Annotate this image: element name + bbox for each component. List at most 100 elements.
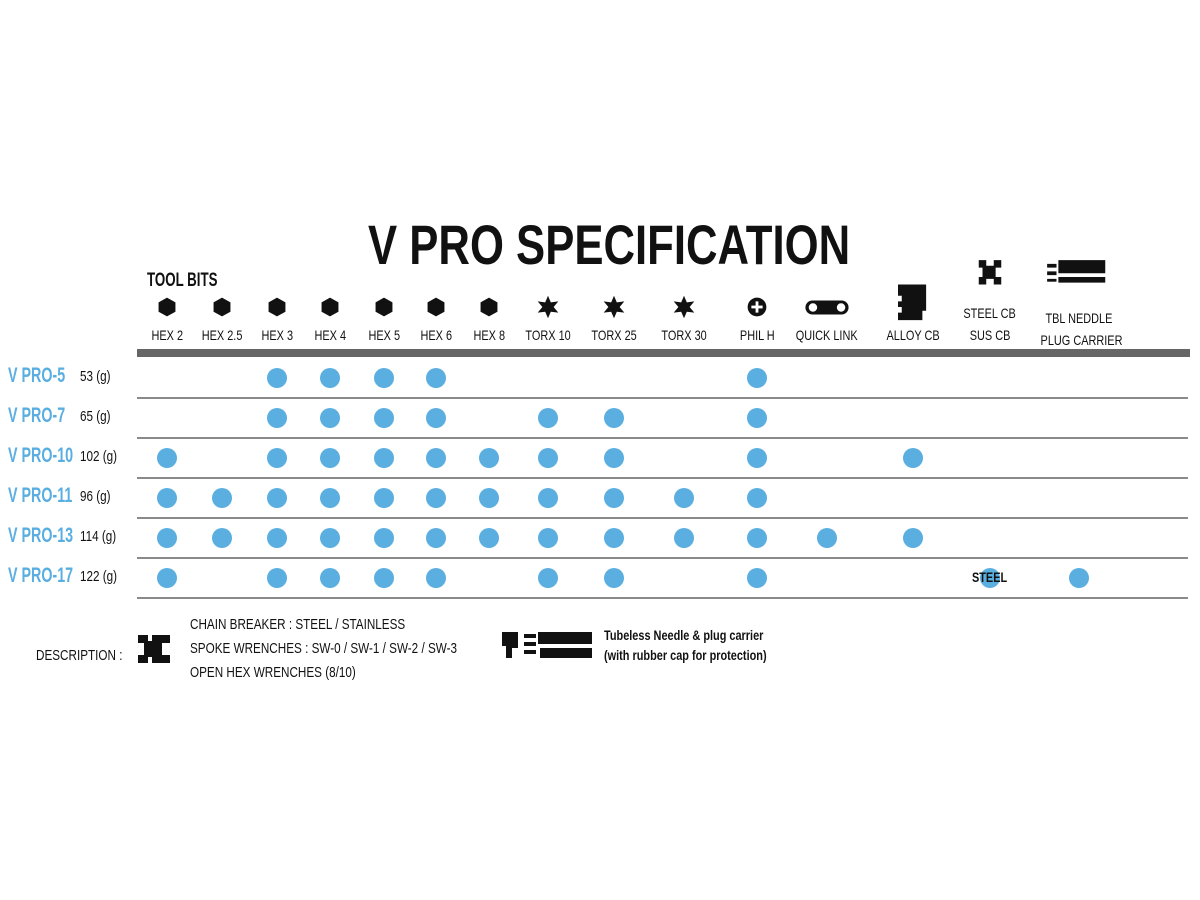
row-divider bbox=[137, 397, 1188, 399]
included-dot bbox=[374, 488, 394, 508]
model-weight: 122 (g) bbox=[80, 568, 118, 585]
included-dot bbox=[374, 408, 394, 428]
included-dot bbox=[320, 448, 340, 468]
hexagon-icon bbox=[427, 297, 445, 317]
included-dot bbox=[747, 408, 767, 428]
row-divider bbox=[137, 557, 1188, 559]
included-dot bbox=[604, 528, 624, 548]
model-name: V PRO-11 bbox=[8, 484, 73, 507]
model-name: V PRO-5 bbox=[8, 364, 66, 387]
phillips-icon bbox=[747, 297, 767, 317]
included-dot bbox=[374, 448, 394, 468]
quick-link-icon bbox=[805, 300, 849, 315]
hexagon-icon bbox=[321, 297, 339, 317]
included-dot bbox=[538, 528, 558, 548]
included-dot bbox=[426, 408, 446, 428]
included-dot bbox=[426, 528, 446, 548]
included-dot bbox=[604, 448, 624, 468]
included-dot bbox=[426, 568, 446, 588]
included-dot bbox=[157, 448, 177, 468]
included-dot bbox=[267, 488, 287, 508]
model-weight: 114 (g) bbox=[80, 528, 117, 545]
description-label: DESCRIPTION : bbox=[36, 647, 123, 664]
column-header-label: TORX 30 bbox=[661, 327, 707, 343]
row-divider bbox=[137, 437, 1188, 439]
chain-breaker-desc-3: OPEN HEX WRENCHES (8/10) bbox=[190, 664, 356, 681]
included-dot bbox=[320, 368, 340, 388]
hexagon-icon bbox=[213, 297, 231, 317]
column-header-label: PLUG CARRIER bbox=[1040, 332, 1123, 348]
row-divider bbox=[137, 517, 1188, 519]
included-dot bbox=[267, 568, 287, 588]
column-header-label: HEX 8 bbox=[473, 327, 505, 343]
included-dot bbox=[320, 568, 340, 588]
model-name: V PRO-13 bbox=[8, 524, 74, 547]
included-dot bbox=[980, 568, 1000, 588]
included-dot bbox=[320, 528, 340, 548]
column-header-label: TBL NEDDLE bbox=[1045, 310, 1113, 326]
included-dot bbox=[479, 448, 499, 468]
included-dot bbox=[267, 368, 287, 388]
included-dot bbox=[374, 528, 394, 548]
model-weight: 102 (g) bbox=[80, 448, 118, 465]
alloy-chain-breaker-icon bbox=[898, 284, 927, 321]
included-dot bbox=[479, 488, 499, 508]
included-dot bbox=[157, 488, 177, 508]
hexagon-icon bbox=[268, 297, 286, 317]
column-header-label: HEX 2.5 bbox=[201, 327, 243, 343]
plug-carrier-icon bbox=[502, 632, 592, 658]
included-dot bbox=[267, 448, 287, 468]
plug-carrier-desc-2: (with rubber cap for protection) bbox=[604, 647, 767, 663]
included-dot bbox=[903, 528, 923, 548]
included-dot bbox=[538, 408, 558, 428]
included-dot bbox=[538, 568, 558, 588]
included-dot bbox=[747, 488, 767, 508]
included-dot bbox=[479, 528, 499, 548]
column-header-label: TORX 25 bbox=[591, 327, 637, 343]
included-dot bbox=[426, 368, 446, 388]
column-header-label: HEX 4 bbox=[314, 327, 346, 343]
column-header-label: SUS CB bbox=[969, 327, 1011, 343]
included-dot bbox=[320, 488, 340, 508]
included-dot bbox=[538, 448, 558, 468]
included-dot bbox=[747, 448, 767, 468]
included-dot bbox=[747, 528, 767, 548]
included-dot bbox=[674, 488, 694, 508]
tubeless-plug-carrier-icon bbox=[1047, 260, 1106, 283]
model-weight: 96 (g) bbox=[80, 488, 111, 505]
included-dot bbox=[903, 448, 923, 468]
torx-star-icon bbox=[673, 295, 695, 319]
included-dot bbox=[426, 488, 446, 508]
included-dot bbox=[1069, 568, 1089, 588]
included-dot bbox=[604, 408, 624, 428]
torx-star-icon bbox=[603, 295, 625, 319]
column-header-label: HEX 3 bbox=[261, 327, 293, 343]
page-title: V PRO SPECIFICATION bbox=[367, 213, 851, 276]
included-dot bbox=[267, 408, 287, 428]
included-dot bbox=[817, 528, 837, 548]
torx-star-icon bbox=[537, 295, 559, 319]
column-header-label: ALLOY CB bbox=[886, 327, 940, 343]
included-dot bbox=[674, 528, 694, 548]
chain-breaker-desc-2: SPOKE WRENCHES : SW-0 / SW-1 / SW-2 / SW… bbox=[190, 640, 457, 657]
column-header-label: TORX 10 bbox=[525, 327, 571, 343]
row-divider bbox=[137, 477, 1188, 479]
included-dot bbox=[604, 568, 624, 588]
model-name: V PRO-7 bbox=[8, 404, 66, 427]
column-header-label: HEX 6 bbox=[420, 327, 452, 343]
included-dot bbox=[212, 528, 232, 548]
included-dot bbox=[538, 488, 558, 508]
hexagon-icon bbox=[158, 297, 176, 317]
tool-bits-label: TOOL BITS bbox=[147, 270, 218, 291]
included-dot bbox=[157, 528, 177, 548]
included-dot bbox=[157, 568, 177, 588]
header-bar bbox=[137, 349, 1190, 357]
cell-note: STEEL bbox=[972, 569, 1008, 585]
model-name: V PRO-10 bbox=[8, 444, 74, 467]
model-weight: 65 (g) bbox=[80, 408, 111, 425]
chain-breaker-desc-1: CHAIN BREAKER : STEEL / STAINLESS bbox=[190, 616, 406, 633]
row-divider bbox=[137, 597, 1188, 599]
included-dot bbox=[747, 568, 767, 588]
included-dot bbox=[374, 568, 394, 588]
included-dot bbox=[212, 488, 232, 508]
